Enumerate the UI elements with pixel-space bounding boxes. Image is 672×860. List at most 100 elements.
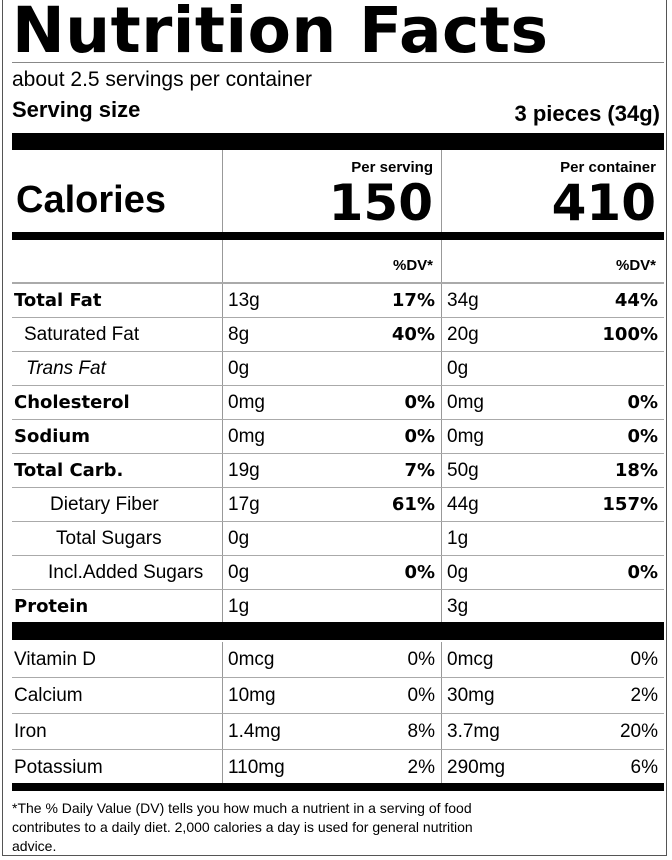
container-amount: 20g xyxy=(447,323,479,345)
calories-row: Calories Per serving 150 Per container 4… xyxy=(12,150,664,232)
vitamins-row: Vitamin D 0mcg 0% 0mcg 0% xyxy=(12,642,664,678)
serving-amount: 0g xyxy=(228,561,250,583)
nutrients-row: Saturated Fat 8g 40% 20g 100% xyxy=(12,317,664,352)
nutrient-name: Protein xyxy=(14,596,89,617)
serving-dv: 0% xyxy=(404,426,435,447)
serving-dv: 61% xyxy=(391,494,435,515)
container-dv: 44% xyxy=(614,290,658,311)
nutrients-row: Incl.Added Sugars 0g 0% 0g 0% xyxy=(12,555,664,590)
serving-amount: 13g xyxy=(228,289,260,311)
nutrients-row: Total Sugars 0g 1g xyxy=(12,521,664,556)
container-amount: 34g xyxy=(447,289,479,311)
calories-table: Calories Per serving 150 Per container 4… xyxy=(12,150,664,232)
container-amount: 3.7mg xyxy=(447,720,500,742)
nutrients-row: Total Carb. 19g 7% 50g 18% xyxy=(12,453,664,488)
container-dv: 100% xyxy=(602,324,658,345)
serving-dv: 17% xyxy=(391,290,435,311)
serving-amount: 0mcg xyxy=(228,648,275,670)
nutrient-name: Iron xyxy=(14,720,47,742)
divider xyxy=(12,62,664,63)
label-title: Nutrition Facts xyxy=(12,0,549,67)
vitamins-row: Calcium 10mg 0% 30mg 2% xyxy=(12,677,664,714)
serving-amount: 1.4mg xyxy=(228,720,281,742)
container-dv: 2% xyxy=(630,684,658,706)
serving-dv: 0% xyxy=(404,392,435,413)
container-dv: 18% xyxy=(614,460,658,481)
serving-amount: 1g xyxy=(228,595,250,617)
serving-dv: 7% xyxy=(404,460,435,481)
nutrient-name: Potassium xyxy=(14,756,103,778)
nutrient-name: Total Fat xyxy=(14,290,102,311)
serving-amount: 10mg xyxy=(228,684,276,706)
calories-per-serving: 150 xyxy=(328,174,433,232)
serving-dv: 0% xyxy=(404,562,435,583)
container-amount: 44g xyxy=(447,493,479,515)
per-serving-label: Per serving xyxy=(351,159,433,176)
container-amount: 0g xyxy=(447,357,469,379)
serving-amount: 0g xyxy=(228,357,250,379)
nutrients-row: Cholesterol 0mg 0% 0mg 0% xyxy=(12,385,664,420)
vitamins-table: Vitamin D 0mcg 0% 0mcg 0% Calcium 10mg 0% 30mg 2%… xyxy=(12,642,664,785)
nutrient-name: Total Sugars xyxy=(56,527,162,549)
dv-header-container: %DV* xyxy=(615,257,656,274)
medium-divider xyxy=(12,783,664,791)
nutrients-row: Sodium 0mg 0% 0mg 0% xyxy=(12,419,664,454)
nutrients-table: %DV* %DV* Total Fat 13g 17% 34g 44% Saturated… xyxy=(12,240,664,624)
container-dv: 157% xyxy=(602,494,658,515)
nutrient-name: Incl.Added Sugars xyxy=(48,561,204,583)
medium-divider xyxy=(12,232,664,240)
container-amount: 0mg xyxy=(447,391,484,413)
container-amount: 3g xyxy=(447,595,469,617)
calories-label: Calories xyxy=(16,179,166,221)
serving-dv: 40% xyxy=(391,324,435,345)
container-dv: 0% xyxy=(630,648,658,670)
thick-divider xyxy=(12,622,664,640)
container-dv: 0% xyxy=(627,562,658,583)
per-container-label: Per container xyxy=(560,159,656,176)
serving-amount: 0g xyxy=(228,527,250,549)
dv-header-row: %DV* %DV* xyxy=(12,240,664,284)
container-dv: 0% xyxy=(627,426,658,447)
nutrient-name: Saturated Fat xyxy=(24,323,140,345)
serving-amount: 0mg xyxy=(228,391,265,413)
nutrients-row: Trans Fat 0g 0g xyxy=(12,351,664,386)
serving-dv: 0% xyxy=(407,684,435,706)
serving-dv: 2% xyxy=(407,756,435,778)
nutrient-name: Calcium xyxy=(14,684,83,706)
nutrients-row: Dietary Fiber 17g 61% 44g 157% xyxy=(12,487,664,522)
nutrient-name: Vitamin D xyxy=(14,648,97,670)
container-amount: 50g xyxy=(447,459,479,481)
container-amount: 1g xyxy=(447,527,469,549)
dv-header-serving: %DV* xyxy=(392,257,433,274)
container-amount: 0mg xyxy=(447,425,484,447)
nutrient-name: Sodium xyxy=(14,426,90,447)
vitamins-row: Iron 1.4mg 8% 3.7mg 20% xyxy=(12,713,664,750)
container-dv: 20% xyxy=(619,720,658,742)
thick-divider xyxy=(12,133,664,150)
container-dv: 0% xyxy=(627,392,658,413)
serving-amount: 19g xyxy=(228,459,260,481)
container-dv: 6% xyxy=(630,756,658,778)
serving-size-label: Serving size xyxy=(12,97,141,122)
nutrients-row: Protein 1g 3g xyxy=(12,589,664,624)
serving-amount: 8g xyxy=(228,323,250,345)
nutrients-row: Total Fat 13g 17% 34g 44% xyxy=(12,283,664,318)
nutrient-name: Trans Fat xyxy=(26,357,106,379)
footnote: *The % Daily Value (DV) tells you how mu… xyxy=(12,799,492,856)
container-amount: 0g xyxy=(447,561,469,583)
servings-per-container: about 2.5 servings per container xyxy=(12,68,313,91)
serving-amount: 110mg xyxy=(228,756,285,778)
serving-size-value: 3 pieces (34g) xyxy=(514,101,660,126)
container-amount: 0mcg xyxy=(447,648,494,670)
footnote-text: *The % Daily Value (DV) tells you how mu… xyxy=(12,800,473,854)
serving-amount: 17g xyxy=(228,493,260,515)
serving-dv: 8% xyxy=(407,720,435,742)
container-amount: 30mg xyxy=(447,684,495,706)
container-amount: 290mg xyxy=(447,756,506,778)
nutrient-name: Dietary Fiber xyxy=(50,493,159,515)
nutrient-name: Cholesterol xyxy=(14,392,130,413)
vitamins-row: Potassium 110mg 2% 290mg 6% xyxy=(12,749,664,785)
calories-per-container: 410 xyxy=(551,174,656,232)
serving-amount: 0mg xyxy=(228,425,265,447)
